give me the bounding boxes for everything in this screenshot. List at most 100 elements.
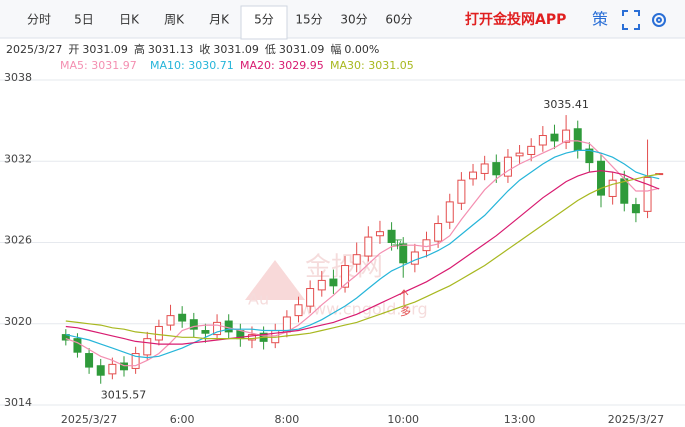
candle-body [597, 160, 605, 196]
legend: MA5: 3031.97 MA10: 3030.71 MA20: 3029.95 MA… [60, 59, 414, 72]
ma-line [65, 170, 660, 345]
candle-body [329, 278, 338, 287]
info-label: 高 [134, 42, 145, 56]
y-tick-label: 3014 [4, 396, 32, 409]
candle-body [515, 152, 524, 157]
info-value: 3031.09 [213, 43, 259, 56]
promo[interactable]: 打开金投网APP [465, 11, 566, 28]
ma-line [65, 149, 660, 359]
candle-body [364, 236, 373, 257]
watermark-text: Au [248, 290, 269, 309]
tab[interactable]: 日K [119, 13, 140, 27]
x-tick-label: 6:00 [170, 413, 195, 426]
candle-body [143, 338, 152, 356]
candle-body [503, 156, 512, 177]
y-tick-label: 3032 [4, 152, 32, 165]
candle-body [178, 313, 187, 322]
tab[interactable]: 月K [209, 13, 230, 27]
candle-body [585, 148, 594, 164]
tab[interactable]: 30分 [340, 13, 367, 27]
candle-body [550, 133, 559, 142]
candle-body [375, 231, 384, 237]
candle-body [422, 239, 431, 252]
tab[interactable]: 5分 [254, 13, 274, 27]
legend-entry: MA5: 3031.97 [60, 59, 137, 72]
candle-body [643, 177, 652, 212]
info-label: 收 [199, 42, 210, 56]
x-tick-label: 8:00 [275, 413, 300, 426]
candle-body [189, 319, 198, 330]
tabs: 分时 5日 日K 周K 月K 5分 15分 30分 60分 [27, 5, 413, 40]
candle-body [527, 145, 536, 155]
signal-flat: 平 [392, 238, 403, 251]
info-line: 2025/3/27 开 3031.09 高 3031.13 收 3031.09 低 3031.0… [6, 42, 379, 56]
ma-line [65, 173, 660, 340]
max-label: 3035.41 [543, 98, 589, 111]
y-tick-label: 3020 [4, 315, 32, 328]
candle-body [317, 279, 326, 291]
min-label: 3015.57 [101, 389, 147, 402]
candle-body [108, 363, 117, 375]
signal-long: 多 [400, 304, 411, 318]
legend-entry: MA10: 3030.71 [150, 59, 234, 72]
tab[interactable]: 周K [164, 13, 185, 27]
candle-body [166, 315, 175, 326]
x-tick-label: 10:00 [387, 413, 419, 426]
candle-body [538, 135, 547, 146]
toolbar [0, 0, 685, 38]
x-tick-label: 2025/3/27 [608, 413, 664, 426]
x-tick-label: 13:00 [504, 413, 536, 426]
candle-body [352, 254, 361, 265]
candle-body [131, 353, 140, 369]
strategy-button[interactable]: 策 [592, 10, 608, 29]
candle-body [154, 325, 163, 341]
y-tick-label: 3038 [4, 71, 32, 84]
candle-body [410, 251, 419, 265]
candle-body [573, 128, 582, 151]
candle-body [480, 163, 489, 174]
info-value: 0.00% [344, 43, 379, 56]
candle-body [247, 334, 256, 341]
info-date: 2025/3/27 [6, 43, 62, 56]
candle-body [120, 362, 128, 371]
legend-entry: MA20: 3029.95 [240, 59, 324, 72]
candle-body [434, 223, 443, 242]
info-text: 2025/3/27 开 3031.09 高 3031.13 收 3031.09 低 3031.0… [6, 42, 379, 56]
candle-body [387, 229, 396, 243]
candle-body [213, 321, 222, 336]
info-label: 低 [265, 43, 276, 56]
candle-body [399, 243, 408, 264]
signal-arrow [399, 289, 409, 305]
candle-body [562, 129, 571, 143]
candle-body [96, 365, 105, 376]
candle-body [608, 179, 617, 197]
candle-body [85, 353, 94, 368]
candle-body [341, 265, 350, 288]
candle-body [445, 201, 454, 223]
active-tab [240, 5, 288, 40]
candle-body [631, 204, 640, 214]
candle-body [294, 304, 303, 317]
info-label: 开 [68, 43, 79, 56]
candle-body [457, 179, 466, 204]
fullscreen-icon[interactable] [622, 10, 640, 30]
y-tick-label: 3026 [4, 234, 32, 247]
candle-body [492, 162, 501, 176]
candle-body [73, 338, 82, 353]
info-value: 3031.09 [82, 43, 128, 56]
tab[interactable]: 5日 [74, 13, 94, 27]
candle-body [306, 288, 315, 307]
tab[interactable]: 60分 [385, 13, 412, 27]
info-value: 3031.13 [148, 43, 194, 56]
ma-line [65, 140, 660, 367]
tab[interactable]: 15分 [295, 13, 322, 27]
candle-body [469, 171, 478, 180]
x-tick-label: 2025/3/27 [61, 413, 117, 426]
watermark-logo [245, 260, 305, 300]
settings-icon[interactable] [652, 13, 666, 27]
info-label: 幅 [330, 43, 341, 56]
legend-entry: MA30: 3031.05 [330, 59, 414, 72]
tab[interactable]: 分时 [27, 13, 51, 27]
